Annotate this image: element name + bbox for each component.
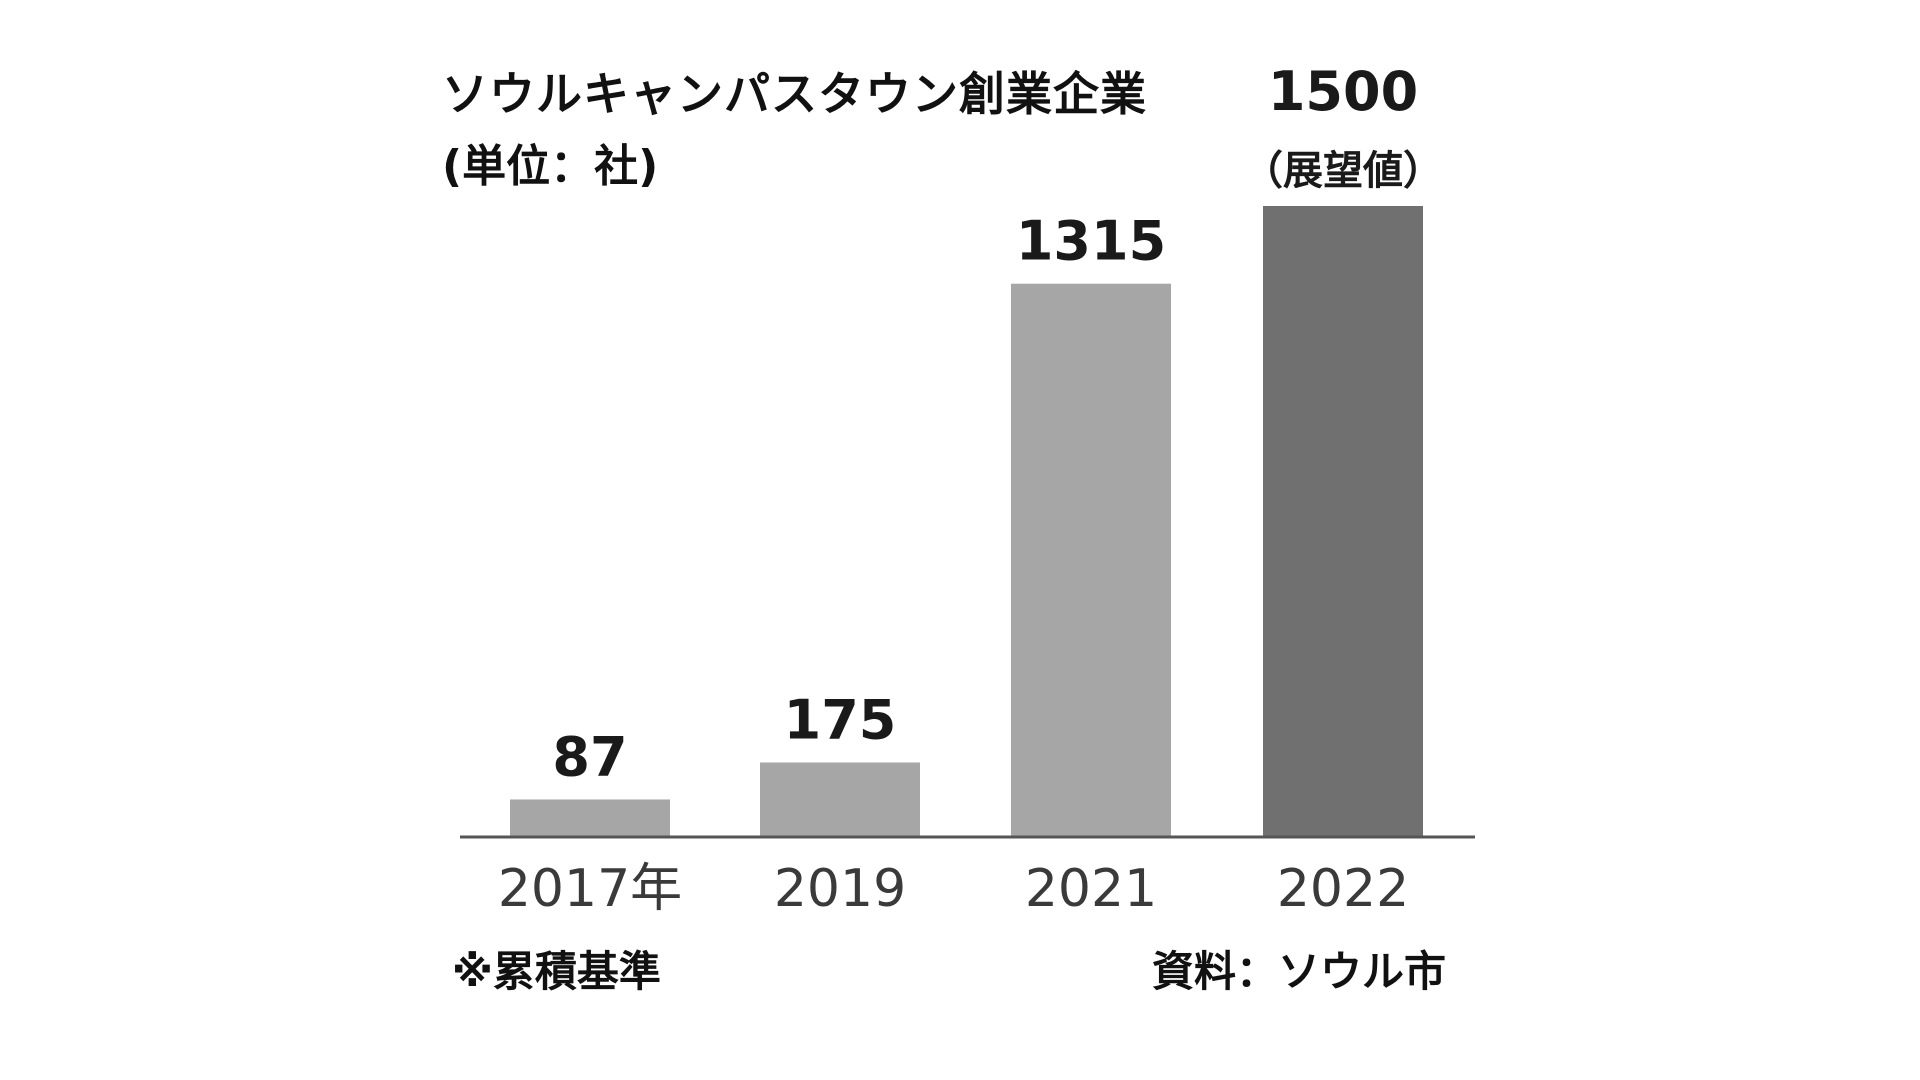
tick-label-3: 2022 [1277,859,1409,919]
value-label-2: 1315 [1016,210,1166,273]
tick-label-0: 2017年 [498,859,682,919]
tick-label-1: 2019 [774,859,906,919]
chart-title: ソウルキャンパスタウン創業企業 [442,67,1147,121]
value-label-1: 175 [784,689,897,752]
tick-label-2: 2021 [1025,859,1157,919]
bar-1 [760,762,920,836]
value-label-3: 1500 [1268,60,1418,123]
bar-3 [1263,206,1423,836]
unit-label: (単位：社) [442,141,659,192]
labels-group: 87 2017年 175 2019 1315 2021 1500 （展望値） 2022 [498,60,1443,919]
bars-group [510,206,1423,836]
source-label: 資料：ソウル市 [1152,947,1447,996]
bar-0 [510,799,670,836]
footnote: ※累積基準 [452,947,661,996]
bar-2 [1011,283,1171,836]
bar-note-3: （展望値） [1243,148,1443,194]
value-label-0: 87 [552,725,627,788]
